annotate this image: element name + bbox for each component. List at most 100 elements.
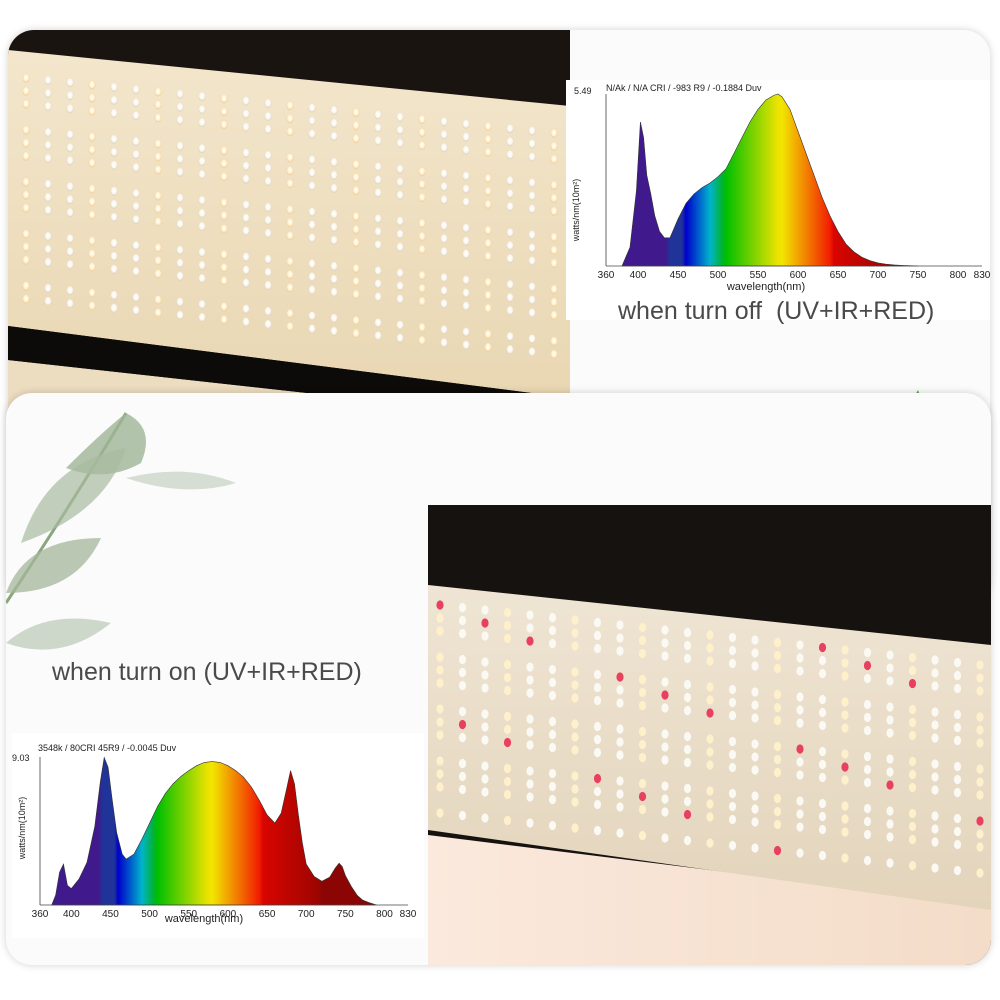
led [198, 104, 206, 114]
led [264, 254, 272, 264]
led [22, 177, 30, 187]
led [683, 783, 692, 794]
led [352, 263, 360, 274]
led [503, 737, 512, 748]
led [706, 630, 714, 640]
led [154, 113, 162, 123]
led [154, 191, 162, 201]
led [458, 654, 467, 665]
led [440, 182, 448, 192]
led [796, 848, 804, 858]
led [751, 700, 759, 710]
led [953, 683, 962, 694]
x-tick-label: 450 [102, 909, 119, 920]
led [198, 117, 206, 127]
led [751, 687, 759, 697]
led [796, 744, 804, 754]
led [484, 134, 492, 144]
led [548, 625, 557, 636]
led [264, 176, 272, 186]
led [773, 702, 782, 713]
led [242, 304, 250, 314]
led [706, 734, 714, 744]
led [481, 657, 489, 667]
led [863, 673, 872, 684]
led [506, 124, 514, 134]
led [728, 684, 737, 695]
led [22, 73, 30, 83]
led [841, 762, 849, 772]
led [661, 729, 669, 739]
led [462, 223, 470, 233]
led [550, 258, 558, 268]
led [308, 103, 316, 113]
led [683, 653, 692, 664]
led [481, 774, 489, 784]
led [176, 115, 184, 125]
led [526, 636, 534, 646]
led [548, 742, 557, 753]
y-axis-label: watts/nm(10m²) [571, 179, 581, 243]
led [44, 179, 52, 189]
led [308, 129, 316, 139]
caption-turn-on: when turn on (UV+IR+RED) [52, 658, 362, 686]
spectrum-chart-on: 3548k / 80CRI 45R9 / -0.0045 Duv 9.03 wa… [12, 733, 424, 938]
led [751, 843, 759, 853]
led [661, 703, 669, 713]
led [503, 815, 512, 826]
led [796, 692, 804, 702]
x-tick-label: 750 [337, 909, 354, 920]
led [548, 690, 557, 701]
led [661, 755, 669, 765]
x-tick-label: 650 [830, 270, 847, 281]
led [308, 311, 316, 321]
led [436, 652, 444, 662]
led [931, 772, 939, 782]
led [548, 781, 557, 792]
led [88, 184, 96, 194]
led [484, 342, 492, 352]
spectrum-chart-off: N/Ak / N/A CRI / -983 R9 / -0.1884 Duv 5… [566, 80, 990, 320]
led [484, 121, 492, 131]
led [88, 249, 96, 259]
led [264, 280, 272, 290]
led [550, 245, 558, 255]
led [110, 251, 118, 261]
led [548, 729, 557, 740]
led [548, 677, 557, 688]
led [436, 730, 444, 740]
led [593, 747, 602, 758]
led [66, 195, 74, 205]
led [418, 127, 426, 137]
led [110, 238, 118, 248]
led [886, 702, 894, 712]
led [528, 178, 536, 188]
led [931, 863, 939, 873]
led [661, 690, 669, 700]
led [503, 711, 512, 722]
led [638, 726, 647, 737]
led [220, 224, 228, 234]
x-tick-label: 400 [630, 270, 647, 281]
led [550, 297, 558, 307]
led [863, 712, 872, 723]
led [352, 120, 360, 131]
led [706, 695, 714, 705]
x-tick-label: 400 [63, 909, 80, 920]
led [462, 275, 470, 285]
led [818, 707, 827, 718]
led [931, 837, 939, 847]
led [110, 95, 118, 105]
led [976, 764, 984, 774]
x-tick-label: 750 [910, 270, 927, 281]
led [154, 256, 162, 266]
led [550, 232, 558, 242]
led [484, 290, 492, 300]
led [88, 145, 96, 155]
led [44, 140, 52, 150]
led [616, 789, 624, 799]
led [638, 752, 647, 763]
led [418, 322, 426, 332]
led [638, 739, 647, 750]
led [550, 193, 558, 203]
